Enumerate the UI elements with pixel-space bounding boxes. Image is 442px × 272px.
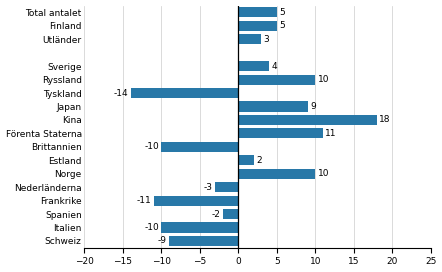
Text: 4: 4 xyxy=(271,61,277,71)
Text: 10: 10 xyxy=(318,169,329,178)
Bar xyxy=(131,88,238,98)
Bar xyxy=(154,196,238,206)
Text: -3: -3 xyxy=(204,183,213,192)
Text: -9: -9 xyxy=(158,236,167,246)
Text: 11: 11 xyxy=(325,129,337,138)
Text: 10: 10 xyxy=(318,75,329,84)
Text: 18: 18 xyxy=(379,115,391,124)
Text: 5: 5 xyxy=(279,21,285,30)
Bar xyxy=(238,128,323,138)
Bar xyxy=(238,101,308,112)
Bar xyxy=(223,209,238,219)
Bar xyxy=(215,182,238,192)
Text: 9: 9 xyxy=(310,102,316,111)
Bar xyxy=(238,61,269,71)
Text: -2: -2 xyxy=(212,210,221,219)
Bar xyxy=(238,34,262,44)
Bar xyxy=(238,75,315,85)
Text: -10: -10 xyxy=(145,223,159,232)
Bar xyxy=(238,169,315,179)
Bar xyxy=(238,115,377,125)
Bar xyxy=(169,236,238,246)
Text: -11: -11 xyxy=(137,196,152,205)
Bar xyxy=(161,222,238,233)
Bar xyxy=(238,21,277,31)
Text: -10: -10 xyxy=(145,142,159,151)
Bar xyxy=(161,142,238,152)
Bar xyxy=(238,7,277,17)
Text: -14: -14 xyxy=(114,88,128,97)
Text: 2: 2 xyxy=(256,156,262,165)
Text: 5: 5 xyxy=(279,8,285,17)
Text: 3: 3 xyxy=(264,35,270,44)
Bar xyxy=(238,155,254,165)
